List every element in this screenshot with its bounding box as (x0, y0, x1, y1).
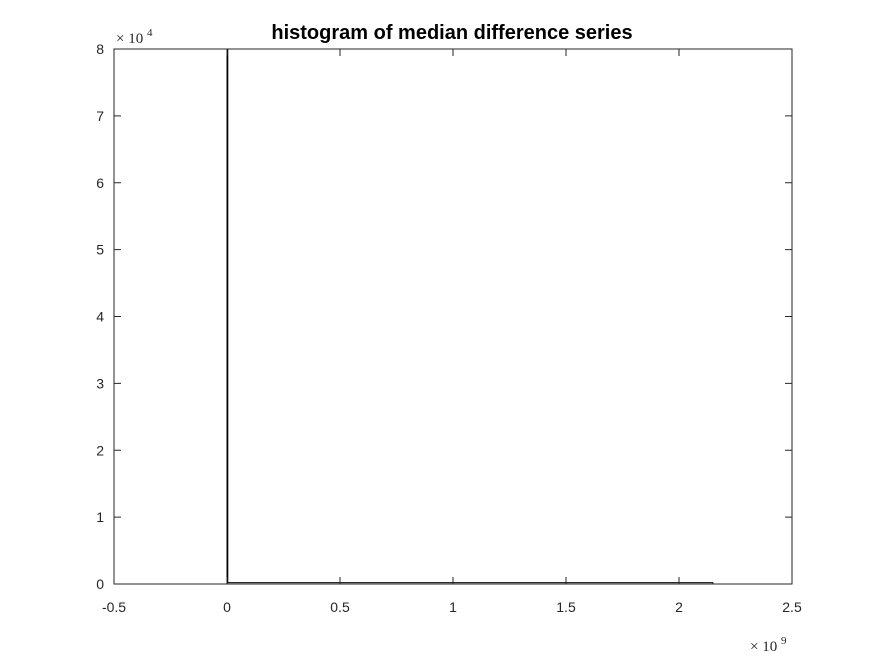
x-tick-label-4: 1.5 (556, 599, 576, 615)
chart-title: histogram of median difference series (271, 22, 632, 44)
y-tick-label-5: 5 (96, 242, 104, 258)
x-axis-multiplier: × 10 9 (750, 635, 787, 655)
y-axis-multiplier: × 10 4 (116, 27, 153, 47)
y-tick-label-0: 0 (96, 576, 104, 592)
y-axis-ticks: 0 1 2 3 4 5 6 7 8 (96, 41, 792, 592)
x-tick-label-2: 0.5 (330, 599, 350, 615)
y-tick-label-1: 1 (96, 509, 104, 525)
x-tick-label-5: 2 (675, 599, 683, 615)
y-tick-label-4: 4 (96, 309, 104, 325)
y-tick-label-8: 8 (96, 41, 104, 57)
x-tick-label-0: -0.5 (102, 599, 126, 615)
y-tick-label-2: 2 (96, 442, 104, 458)
plot-area (114, 49, 792, 584)
x-tick-label-6: 2.5 (782, 599, 802, 615)
y-tick-label-7: 7 (96, 108, 104, 124)
histogram-bar-0 (226, 48, 229, 585)
y-tick-label-3: 3 (96, 375, 104, 391)
x-tick-label-1: 0 (223, 599, 231, 615)
y-tick-label-6: 6 (96, 175, 104, 191)
x-axis-ticks: -0.5 0 0.5 1 1.5 2 2.5 (102, 49, 802, 615)
x-tick-label-3: 1 (449, 599, 457, 615)
